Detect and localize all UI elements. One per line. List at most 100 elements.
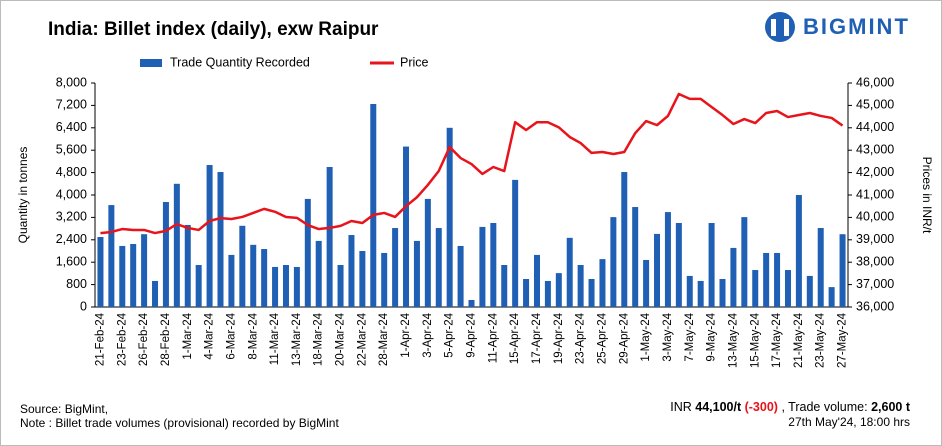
x-tick-label: 7-May-24 <box>684 312 696 361</box>
y2-tick-label: 44,000 <box>856 120 894 134</box>
bar <box>446 127 453 307</box>
bar <box>119 245 126 307</box>
x-tick-label: 1-Apr-24 <box>400 312 412 357</box>
bar <box>195 265 202 307</box>
x-tick-label: 23-Feb-24 <box>116 312 128 366</box>
y2-tick-label: 37,000 <box>856 277 894 291</box>
bar <box>719 279 726 307</box>
bar <box>272 266 279 307</box>
bar <box>566 237 573 307</box>
bar <box>555 273 562 307</box>
x-tick-label: 17-May-24 <box>771 312 783 368</box>
bar <box>173 183 180 307</box>
bar <box>162 202 169 307</box>
bar <box>708 223 715 307</box>
bar <box>839 234 846 307</box>
x-tick-label: 3-May-24 <box>662 312 674 361</box>
price-line <box>100 92 844 235</box>
bar <box>326 167 333 307</box>
x-tick-label: 3-Apr-24 <box>422 312 434 357</box>
x-tick-label: 20-Mar-24 <box>335 312 347 366</box>
y2-tick-label: 39,000 <box>856 232 894 246</box>
bar <box>599 259 606 307</box>
bar <box>621 172 628 307</box>
bar <box>424 198 431 307</box>
y2-tick-label: 43,000 <box>856 142 894 156</box>
summary-prefix: INR <box>670 400 692 414</box>
y-tick-label: 5,600 <box>56 142 87 156</box>
bar <box>217 172 224 307</box>
bar <box>610 217 617 307</box>
x-tick-label: 25-Apr-24 <box>596 312 608 364</box>
bar <box>228 254 235 307</box>
x-tick-label: 19-Apr-24 <box>553 312 565 364</box>
logo: BIGMINT <box>765 12 908 42</box>
bar <box>544 280 551 307</box>
bar <box>806 275 813 307</box>
y2-tick-label: 40,000 <box>856 210 894 224</box>
legend-swatch <box>140 59 162 67</box>
bar <box>337 265 344 307</box>
y-tick-label: 2,400 <box>56 232 87 246</box>
bar <box>730 247 737 307</box>
x-tick-label: 4-Mar-24 <box>204 312 216 359</box>
bar <box>261 249 268 307</box>
x-tick-label: 5-Apr-24 <box>444 312 456 357</box>
legend-label: Price <box>400 55 429 69</box>
bar <box>359 251 366 307</box>
y-tick-label: 8,000 <box>56 75 87 89</box>
logo-icon-part <box>784 19 789 36</box>
y-tick-label: 800 <box>66 277 87 291</box>
bar <box>675 223 682 307</box>
bar <box>130 244 137 307</box>
bar <box>479 226 486 307</box>
y2-tick-label: 42,000 <box>856 165 894 179</box>
bar <box>108 205 115 307</box>
bar <box>304 198 311 307</box>
x-tick-label: 28-Feb-24 <box>160 312 172 366</box>
x-tick-label: 18-Mar-24 <box>313 312 325 366</box>
y-axis-label: Quantity in tonnes <box>16 147 30 244</box>
y-tick-label: 1,600 <box>56 254 87 268</box>
logo-icon-part <box>771 19 776 36</box>
note: Note : Billet trade volumes (provisional… <box>20 416 339 430</box>
y2-tick-label: 41,000 <box>856 187 894 201</box>
bar <box>206 165 213 307</box>
bar <box>828 287 835 307</box>
logo-icon <box>765 12 795 42</box>
bar <box>752 270 759 307</box>
x-tick-label: 27-May-24 <box>837 312 849 368</box>
x-tick-label: 13-Mar-24 <box>291 312 303 366</box>
summary-volume-label: , Trade volume: <box>781 400 867 414</box>
bar <box>403 146 410 307</box>
x-tick-label: 8-Mar-24 <box>247 312 259 359</box>
bar <box>501 265 508 307</box>
summary-price: 44,100/t <box>695 400 742 414</box>
y-tick-label: 4,800 <box>56 165 87 179</box>
x-tick-label: 15-Apr-24 <box>509 312 521 364</box>
bar <box>457 245 464 307</box>
bar <box>784 270 791 307</box>
bar <box>370 104 377 307</box>
x-tick-label: 22-Mar-24 <box>356 312 368 366</box>
x-tick-label: 23-May-24 <box>815 312 827 368</box>
y-tick-label: 6,400 <box>56 120 87 134</box>
bar <box>152 280 159 307</box>
bar <box>239 225 246 307</box>
summary-change: (-300) <box>745 400 778 414</box>
x-tick-label: 13-May-24 <box>727 312 739 368</box>
y2-axis-label: Prices in INR/t <box>920 157 934 234</box>
bar <box>654 233 661 307</box>
x-tick-label: 11-Mar-24 <box>269 312 281 365</box>
bar <box>523 279 530 307</box>
y2-tick-label: 46,000 <box>856 75 894 89</box>
x-tick-label: 29-Apr-24 <box>618 312 630 364</box>
x-tick-label: 6-Mar-24 <box>225 312 237 359</box>
bar <box>643 259 650 307</box>
bar <box>392 228 399 307</box>
bar <box>250 244 257 307</box>
bar <box>817 228 824 307</box>
x-tick-label: 9-Apr-24 <box>466 312 478 357</box>
bar <box>588 279 595 307</box>
